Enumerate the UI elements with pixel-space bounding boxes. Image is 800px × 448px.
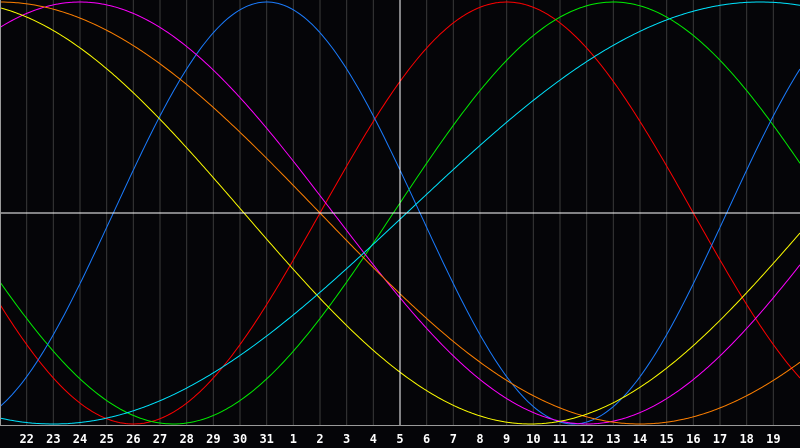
- x-tick-label: 31: [259, 432, 273, 446]
- x-tick-label: 4: [370, 432, 377, 446]
- x-tick-label: 18: [739, 432, 753, 446]
- x-tick-label: 10: [526, 432, 540, 446]
- x-tick-label: 22: [19, 432, 33, 446]
- x-tick-label: 26: [126, 432, 140, 446]
- x-tick-label: 28: [179, 432, 193, 446]
- x-tick-label: 3: [343, 432, 350, 446]
- axes: [0, 0, 800, 426]
- x-tick-label: 14: [633, 432, 647, 446]
- x-tick-label: 8: [476, 432, 483, 446]
- x-tick-label: 24: [73, 432, 87, 446]
- x-tick-label: 25: [99, 432, 113, 446]
- x-tick-label: 2: [316, 432, 323, 446]
- x-tick-labels: 22 23 24 25 26 27 28 29 30 31 1 2 3 4 5 6 7 8 9 10 11 12 13 14 1…: [19, 432, 780, 446]
- x-tick-label: 27: [153, 432, 167, 446]
- x-tick-label: 15: [659, 432, 673, 446]
- x-tick-label: 13: [606, 432, 620, 446]
- x-tick-label: 29: [206, 432, 220, 446]
- x-tick-label: 12: [579, 432, 593, 446]
- x-tick-label: 23: [46, 432, 60, 446]
- x-tick-label: 11: [553, 432, 567, 446]
- x-tick-label: 19: [766, 432, 780, 446]
- x-tick-label: 17: [713, 432, 727, 446]
- x-tick-label: 6: [423, 432, 430, 446]
- x-tick-label: 30: [233, 432, 247, 446]
- x-tick-label: 16: [686, 432, 700, 446]
- x-tick-label: 5: [396, 432, 403, 446]
- x-tick-label: 7: [450, 432, 457, 446]
- x-tick-label: 1: [290, 432, 297, 446]
- x-tick-label: 9: [503, 432, 510, 446]
